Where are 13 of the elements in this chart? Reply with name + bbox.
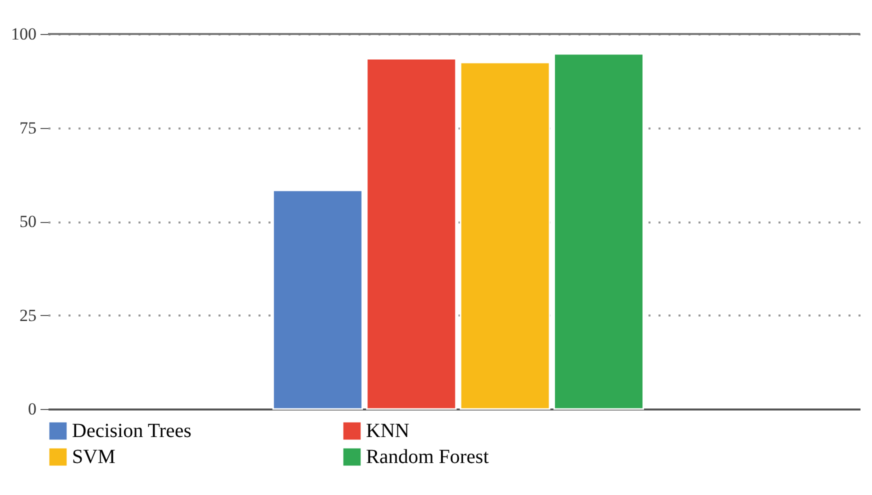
y-tick-label: 50 [20, 212, 36, 231]
legend-label: SVM [72, 446, 116, 468]
bar [272, 190, 363, 410]
y-tick-label: 75 [20, 118, 36, 138]
legend-label: KNN [366, 420, 410, 442]
y-tick-label: 100 [11, 24, 36, 44]
y-tick-label: 0 [28, 400, 36, 418]
bar [553, 53, 644, 410]
bar [366, 58, 457, 410]
legend-label: Random Forest [366, 446, 490, 468]
y-tick-label: 25 [20, 306, 36, 325]
bar [460, 62, 550, 410]
legend-label: Decision Trees [72, 420, 192, 442]
